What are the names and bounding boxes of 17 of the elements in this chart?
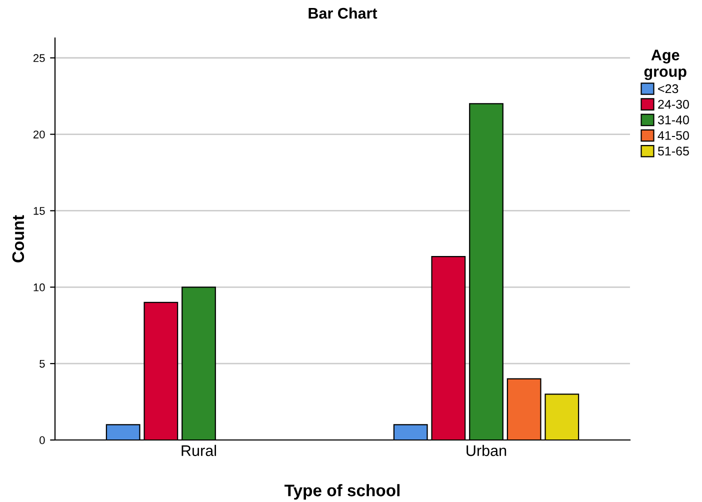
y-tick-label: 10 [34, 283, 45, 292]
x-tick-label: Rural [182, 444, 216, 456]
x-tick-label: Urban [466, 444, 506, 456]
legend-label: 24-30 [658, 100, 689, 109]
y-tick-label: 20 [33, 130, 45, 138]
legend-label: 41-50 [658, 131, 689, 140]
chart-title: Bar Chart [308, 7, 378, 19]
legend-title: Age group [644, 50, 686, 80]
x-axis-title: Type of school [284, 484, 400, 500]
y-tick-label: 0 [40, 436, 45, 444]
y-axis-title: Count [12, 215, 24, 262]
legend-label: <23 [658, 84, 678, 94]
y-tick-label: 5 [40, 360, 45, 368]
legend-label: 51-65 [658, 146, 689, 156]
y-tick-label: 15 [34, 207, 45, 215]
legend-label: 31-40 [658, 115, 689, 124]
y-tick-label: 25 [33, 54, 45, 62]
